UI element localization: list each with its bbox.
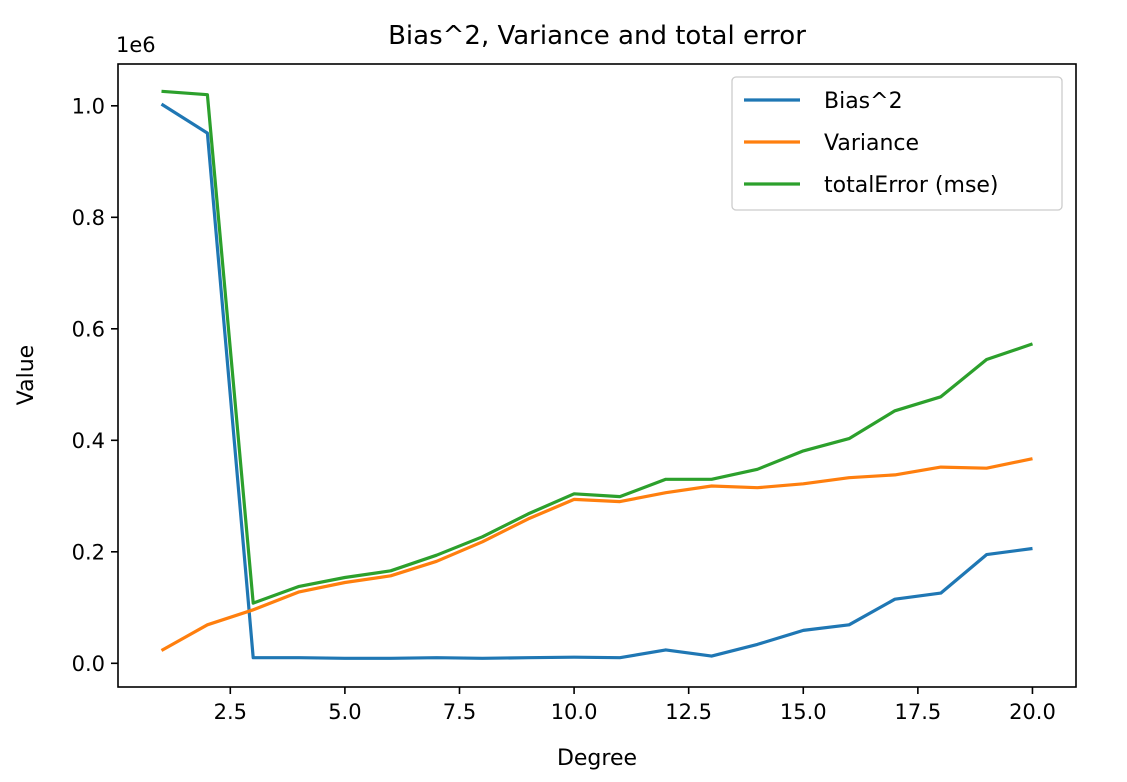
- x-tick-label: 7.5: [443, 700, 476, 724]
- y-axis-title: Value: [14, 345, 39, 405]
- y-tick-label: 0.2: [72, 540, 105, 564]
- x-tick-label: 2.5: [214, 700, 247, 724]
- x-tick-label: 20.0: [1009, 700, 1056, 724]
- x-tick-label: 10.0: [551, 700, 598, 724]
- legend-box: [731, 76, 1063, 211]
- x-tick-label: 12.5: [665, 700, 712, 724]
- series-line-2: [160, 457, 1033, 652]
- y-axis-ticks: 0.0 0.2 0.4 0.6 0.8 1.0: [72, 94, 118, 676]
- series-line-1: [160, 102, 1033, 660]
- y-tick-label: 0.0: [72, 652, 105, 676]
- x-tick-label: 15.0: [780, 700, 827, 724]
- y-tick-label: 0.8: [72, 206, 105, 230]
- x-tick-label: 5.0: [328, 700, 361, 724]
- legend-label-3: totalError (mse): [824, 173, 999, 198]
- y-tick-label: 0.4: [72, 429, 105, 453]
- series-line-3: [161, 89, 1034, 605]
- chart-title: Bias^2, Variance and total error: [388, 21, 806, 51]
- legend-label-1: Bias^2: [824, 89, 903, 114]
- y-axis-offset-label: 1e6: [116, 33, 156, 57]
- plot-lines: [160, 89, 1034, 660]
- legend-label-2: Variance: [824, 131, 919, 156]
- x-axis-title: Degree: [557, 746, 637, 771]
- y-tick-label: 1.0: [72, 94, 105, 118]
- legend: Bias^2 Variance totalError (mse): [731, 76, 1063, 211]
- x-tick-label: 17.5: [894, 700, 941, 724]
- y-tick-label: 0.6: [72, 317, 105, 341]
- x-axis-ticks: 2.5 5.0 7.5 10.0 12.5 15.0 17.5 20.0: [214, 687, 1056, 724]
- plot-area-frame: [117, 63, 1077, 688]
